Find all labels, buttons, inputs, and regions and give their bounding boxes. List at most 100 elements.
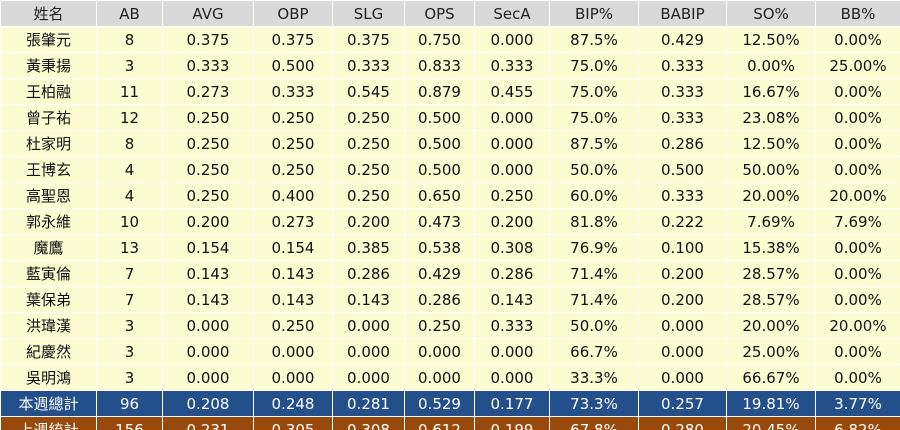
stat-cell: 0.500 [404, 104, 475, 131]
stat-cell: 0.000 [162, 364, 254, 391]
stat-cell: 19.81% [726, 390, 816, 417]
stat-cell: 12.50% [726, 130, 816, 157]
stat-cell: 75.0% [549, 78, 639, 105]
header-cell: 姓名 [0, 0, 97, 27]
stat-cell: 0.143 [474, 286, 550, 313]
stat-cell: 0.308 [332, 416, 405, 430]
stat-cell: 0.273 [253, 208, 333, 235]
stat-cell: 0.375 [332, 26, 405, 53]
stat-cell: 0.375 [253, 26, 333, 53]
stat-cell: 0.00% [815, 26, 900, 53]
stat-cell: 60.0% [549, 182, 639, 209]
stat-cell: 0.200 [162, 208, 254, 235]
stat-cell: 0.222 [638, 208, 727, 235]
name-cell: 紀慶然 [0, 338, 97, 365]
stat-cell: 0.00% [815, 78, 900, 105]
name-cell: 洪瑋漢 [0, 312, 97, 339]
stat-cell: 0.500 [404, 156, 475, 183]
header-cell: SLG [332, 0, 405, 27]
player-row: 郭永維 10 0.200 0.273 0.200 0.473 0.200 81.8% 0.222… [0, 208, 900, 235]
stat-cell: 0.500 [404, 130, 475, 157]
stat-cell: 0.333 [332, 52, 405, 79]
stat-cell: 96 [96, 390, 163, 417]
stat-cell: 0.00% [815, 260, 900, 287]
stat-cell: 8 [96, 130, 163, 157]
stat-cell: 20.00% [726, 312, 816, 339]
stat-cell: 0.500 [638, 156, 727, 183]
stat-cell: 0.833 [404, 52, 475, 79]
stat-cell: 0.00% [815, 156, 900, 183]
name-cell: 葉保弟 [0, 286, 97, 313]
stat-cell: 0.000 [474, 130, 550, 157]
stat-cell: 66.7% [549, 338, 639, 365]
stat-cell: 0.000 [638, 312, 727, 339]
stat-cell: 0.250 [474, 182, 550, 209]
stat-cell: 28.57% [726, 286, 816, 313]
stat-cell: 0.385 [332, 234, 405, 261]
stat-cell: 0.879 [404, 78, 475, 105]
stat-cell: 0.143 [332, 286, 405, 313]
stat-cell: 0.333 [162, 52, 254, 79]
total-row: 上週統計 156 0.231 0.305 0.308 0.612 0.199 67.8% 0.2… [0, 416, 900, 430]
stat-cell: 12 [96, 104, 163, 131]
header-row: 姓名 AB AVG OBP SLG OPS SecA BIP% BABIP SO% BB% [0, 0, 900, 27]
stat-cell: 0.00% [815, 234, 900, 261]
stat-cell: 0.208 [162, 390, 254, 417]
stat-cell: 0.333 [638, 104, 727, 131]
stat-cell: 0.00% [815, 130, 900, 157]
stat-cell: 0.000 [638, 364, 727, 391]
stat-cell: 87.5% [549, 26, 639, 53]
stat-cell: 0.143 [253, 260, 333, 287]
header-cell: OBP [253, 0, 333, 27]
stat-cell: 28.57% [726, 260, 816, 287]
header-cell: AVG [162, 0, 254, 27]
stat-cell: 0.429 [638, 26, 727, 53]
stat-cell: 0.333 [253, 78, 333, 105]
stat-cell: 0.250 [162, 104, 254, 131]
stat-cell: 0.199 [474, 416, 550, 430]
stat-cell: 71.4% [549, 286, 639, 313]
header-cell: BABIP [638, 0, 727, 27]
stat-cell: 0.000 [253, 338, 333, 365]
stat-cell: 0.429 [404, 260, 475, 287]
stat-cell: 0.143 [253, 286, 333, 313]
stat-cell: 0.000 [162, 338, 254, 365]
stat-cell: 0.333 [474, 52, 550, 79]
name-cell: 吳明鴻 [0, 364, 97, 391]
stat-cell: 0.000 [332, 312, 405, 339]
stat-cell: 6.82% [815, 416, 900, 430]
header-cell: AB [96, 0, 163, 27]
stat-cell: 0.154 [162, 234, 254, 261]
stat-cell: 7 [96, 286, 163, 313]
stat-cell: 0.455 [474, 78, 550, 105]
stat-cell: 0.00% [815, 104, 900, 131]
stat-cell: 67.8% [549, 416, 639, 430]
stat-cell: 75.0% [549, 104, 639, 131]
stat-cell: 33.3% [549, 364, 639, 391]
stat-cell: 0.000 [474, 364, 550, 391]
name-cell: 王博玄 [0, 156, 97, 183]
stat-cell: 20.45% [726, 416, 816, 430]
stat-cell: 0.250 [162, 182, 254, 209]
stat-cell: 0.250 [253, 130, 333, 157]
stat-cell: 0.250 [162, 156, 254, 183]
stat-cell: 0.231 [162, 416, 254, 430]
stat-cell: 0.250 [253, 312, 333, 339]
stat-cell: 13 [96, 234, 163, 261]
player-row: 高聖恩 4 0.250 0.400 0.250 0.650 0.250 60.0% 0.333 2… [0, 182, 900, 209]
stat-cell: 66.67% [726, 364, 816, 391]
stat-cell: 0.250 [332, 156, 405, 183]
stat-cell: 0.000 [474, 338, 550, 365]
header-cell: OPS [404, 0, 475, 27]
stat-cell: 50.0% [549, 312, 639, 339]
total-row: 本週總計 96 0.208 0.248 0.281 0.529 0.177 73.3% 0.25… [0, 390, 900, 417]
table-body: 張肇元 8 0.375 0.375 0.375 0.750 0.000 87.5% 0.429 1… [0, 26, 900, 430]
stat-cell: 0.750 [404, 26, 475, 53]
stat-cell: 0.100 [638, 234, 727, 261]
stat-cell: 15.38% [726, 234, 816, 261]
name-cell: 杜家明 [0, 130, 97, 157]
stat-cell: 0.333 [638, 182, 727, 209]
stat-cell: 0.200 [638, 260, 727, 287]
stat-cell: 0.00% [815, 338, 900, 365]
stat-cell: 0.00% [815, 286, 900, 313]
